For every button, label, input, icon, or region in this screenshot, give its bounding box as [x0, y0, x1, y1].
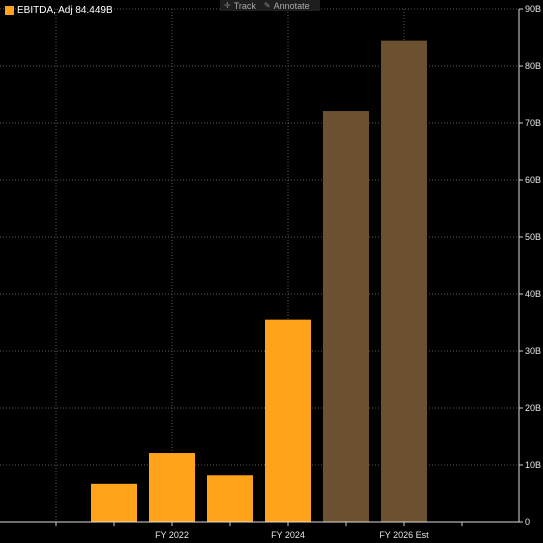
- x-tick-label: FY 2026 Est: [379, 530, 429, 540]
- y-tick-label: 20B: [525, 403, 541, 413]
- legend-label: EBITDA, Adj 84.449B: [17, 5, 113, 16]
- annotate-label: Annotate: [273, 0, 310, 11]
- pencil-icon: ✎: [263, 1, 271, 10]
- chart-toolbar: ✛ Track ✎ Annotate: [220, 0, 320, 11]
- x-tick-label: FY 2022: [155, 530, 189, 540]
- bar: [207, 475, 253, 522]
- track-label: Track: [233, 0, 256, 11]
- bar: [265, 319, 311, 522]
- gridlines: [0, 8, 519, 522]
- annotate-button[interactable]: ✎ Annotate: [264, 1, 310, 11]
- axes: [0, 8, 523, 526]
- bars: [91, 40, 427, 523]
- bar: [323, 111, 369, 522]
- y-tick-label: 80B: [525, 61, 541, 71]
- y-tick-label: 10B: [525, 460, 541, 470]
- legend[interactable]: EBITDA, Adj 84.449B: [5, 5, 113, 16]
- crosshair-icon: ✛: [224, 1, 231, 10]
- y-tick-label: 90B: [525, 4, 541, 14]
- y-tick-label: 70B: [525, 118, 541, 128]
- y-tick-label: 0: [525, 517, 530, 527]
- legend-swatch: [5, 6, 14, 15]
- track-button[interactable]: ✛ Track: [224, 1, 256, 11]
- bar: [381, 40, 427, 523]
- bar: [91, 483, 137, 522]
- y-tick-label: 60B: [525, 175, 541, 185]
- y-axis-ticks: 0 10B 20B 30B 40B 50B 60B 70B 80B 90B: [525, 4, 541, 527]
- x-tick-label: FY 2024: [271, 530, 305, 540]
- y-tick-label: 40B: [525, 289, 541, 299]
- y-tick-label: 50B: [525, 232, 541, 242]
- x-axis-ticks: FY 2022 FY 2024 FY 2026 Est: [155, 530, 429, 540]
- bar: [149, 453, 195, 522]
- y-tick-label: 30B: [525, 346, 541, 356]
